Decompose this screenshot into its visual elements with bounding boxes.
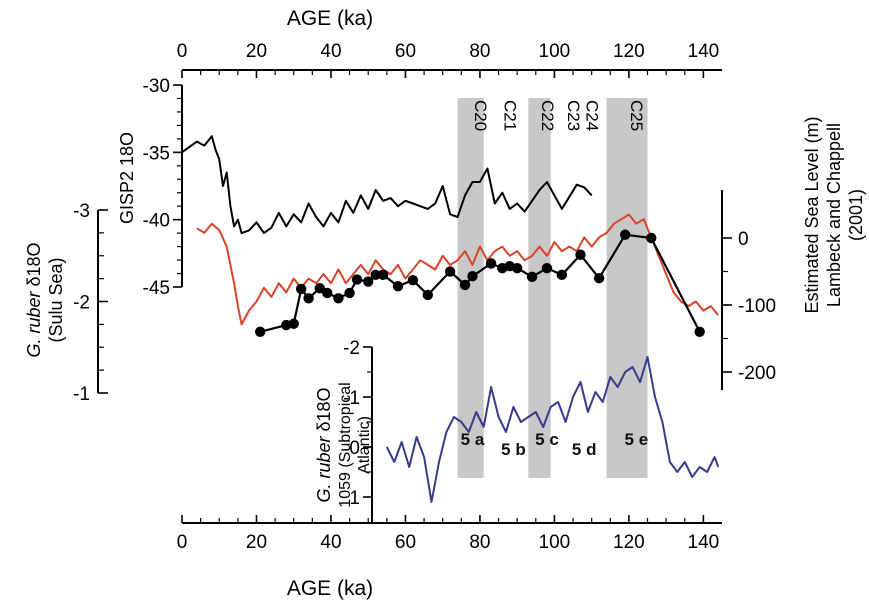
bottom-axis-tick-label-3: 60	[395, 532, 416, 553]
atlantic-subtitle-line-1: 1059 (Subtropical	[337, 382, 354, 507]
sea-level-point-5	[303, 293, 314, 304]
bottom-axis-tick-label-7: 140	[688, 532, 720, 553]
atlantic-title-italic: G. ruber	[314, 436, 334, 503]
sea-level-point-7	[322, 287, 333, 299]
shaded-band-2	[528, 98, 551, 478]
gisp2-axis-tick-label-1: -35	[143, 143, 170, 164]
sulu-axis-title: G. ruber δ18O (Sulu Sea)	[24, 242, 66, 357]
sulu-axis-tick-label-0: -3	[73, 201, 90, 222]
stage-label-5: 5 e	[625, 430, 649, 449]
top-axis-tick-label-4: 80	[469, 41, 490, 62]
atlantic-axis-tick-label-1: -1	[343, 388, 360, 409]
sea-level-point-27	[575, 249, 586, 260]
top-axis-tick-label-5: 100	[539, 41, 571, 62]
bottom-axis-tick-label-2: 40	[320, 532, 341, 553]
sea-level-point-31	[694, 326, 705, 337]
stage-label-4: 5 d	[572, 440, 597, 459]
sea-level-point-14	[392, 281, 404, 292]
sea-level-point-6	[314, 283, 325, 294]
stadial-label-c20: C20	[471, 100, 490, 131]
sea-level-point-3	[288, 318, 299, 329]
sea-level-point-20	[485, 258, 497, 269]
atlantic-axis-tick-label-3: 1	[349, 488, 360, 509]
sea-level-point-30	[646, 232, 657, 244]
labels-layer: C20 C21 C22 C23 C24 C25 5 a 5 b 5 c 5 d 5 e	[461, 100, 649, 459]
sulu-sea-series-line	[196, 213, 720, 326]
sulu-axis-tick-label-1: -2	[73, 293, 90, 314]
stadial-label-c24: C24	[582, 100, 601, 131]
sea-level-point-23	[511, 262, 523, 274]
sulu-title-rest: δ18O	[24, 242, 44, 291]
stadial-label-c25: C25	[627, 100, 646, 131]
sea-level-axis-title: Estimated Sea Level (m) Lambeck and Chap…	[802, 116, 866, 313]
gisp2-axis-title: GISP2 18O	[117, 132, 137, 224]
sea-level-point-16	[422, 289, 433, 301]
bottom-axis-title: AGE (ka)	[287, 577, 373, 600]
gisp2-axis-tick-label-0: -30	[143, 76, 170, 97]
sea-level-axis-tick-label-2: -200	[738, 363, 776, 384]
sea-level-title-line-2: Lambeck and Chappell	[824, 123, 844, 307]
bottom-axis-tick-label-4: 80	[469, 532, 490, 553]
bottom-axis-tick-label-6: 120	[613, 532, 645, 553]
stage-label-2: 5 b	[501, 440, 526, 459]
top-axis-tick-label-1: 20	[246, 41, 267, 62]
sea-level-axis-tick-label-1: -100	[738, 296, 776, 317]
sea-level-point-4	[295, 283, 307, 295]
bottom-axis-tick-label-1: 20	[246, 532, 267, 553]
sulu-title-italic: G. ruber	[24, 291, 44, 358]
sea-level-point-8	[333, 293, 344, 304]
sea-level-point-11	[363, 276, 374, 287]
gisp2-axis-tick-label-2: -40	[143, 211, 170, 232]
axes-layer: 002020404060608080100100120120140140-30-…	[73, 41, 776, 553]
atlantic-axis-tick-label-0: -2	[343, 338, 360, 359]
stadial-label-c23: C23	[564, 100, 583, 131]
stage-label-1: 5 a	[461, 430, 485, 449]
sea-level-point-19	[467, 270, 478, 282]
stage-label-3: 5 c	[535, 430, 559, 449]
sea-level-title-line-1: Estimated Sea Level (m)	[802, 116, 822, 313]
sea-level-point-10	[351, 274, 363, 285]
sea-level-axis-tick-label-0: 0	[738, 229, 749, 250]
sea-level-point-18	[459, 279, 471, 291]
shaded-band-3	[606, 98, 648, 478]
top-axis-title: AGE (ka)	[287, 7, 373, 30]
top-axis-tick-label-2: 40	[320, 41, 341, 62]
bottom-axis-tick-label-0: 0	[177, 532, 188, 553]
sea-level-point-9	[344, 287, 355, 299]
top-axis-tick-label-6: 120	[613, 41, 645, 62]
atlantic-subtitle-line-2: Atlantic)	[356, 416, 373, 474]
sea-level-point-29	[619, 229, 631, 240]
sea-level-point-17	[444, 266, 456, 277]
atlantic-axis-title: G. ruber δ18O 1059 (Subtropical Atlantic…	[314, 382, 373, 507]
sulu-subtitle: (Sulu Sea)	[46, 257, 66, 342]
atlantic-title-rest: δ18O	[314, 387, 334, 436]
svg-text:G. ruber δ18O: G. ruber δ18O	[314, 387, 334, 502]
sea-level-point-15	[407, 275, 419, 286]
svg-text:G. ruber δ18O: G. ruber δ18O	[24, 242, 44, 357]
atlantic-axis-tick-label-2: 0	[349, 438, 360, 459]
top-axis-tick-label-3: 60	[395, 41, 416, 62]
sea-level-title-line-3: (2001)	[846, 189, 866, 241]
sulu-axis-tick-label-2: -1	[73, 384, 90, 405]
sea-level-point-13	[377, 269, 389, 281]
sea-level-point-28	[593, 273, 605, 284]
bottom-axis-tick-label-5: 100	[539, 532, 571, 553]
series-layer	[181, 135, 720, 503]
atlantic-series-line	[385, 356, 720, 503]
sea-level-point-26	[556, 269, 568, 281]
sea-level-point-1	[255, 326, 266, 337]
shaded-bands	[457, 98, 648, 478]
gisp2-series-line	[181, 135, 593, 235]
stadial-label-c21: C21	[501, 100, 520, 131]
gisp2-axis-tick-label-3: -45	[143, 278, 170, 299]
stadial-label-c22: C22	[538, 100, 557, 131]
sea-level-point-12	[370, 269, 381, 281]
top-axis-tick-label-0: 0	[177, 41, 188, 62]
sea-level-point-25	[541, 262, 553, 274]
top-axis-tick-label-7: 140	[688, 41, 720, 62]
sea-level-point-24	[526, 271, 538, 283]
